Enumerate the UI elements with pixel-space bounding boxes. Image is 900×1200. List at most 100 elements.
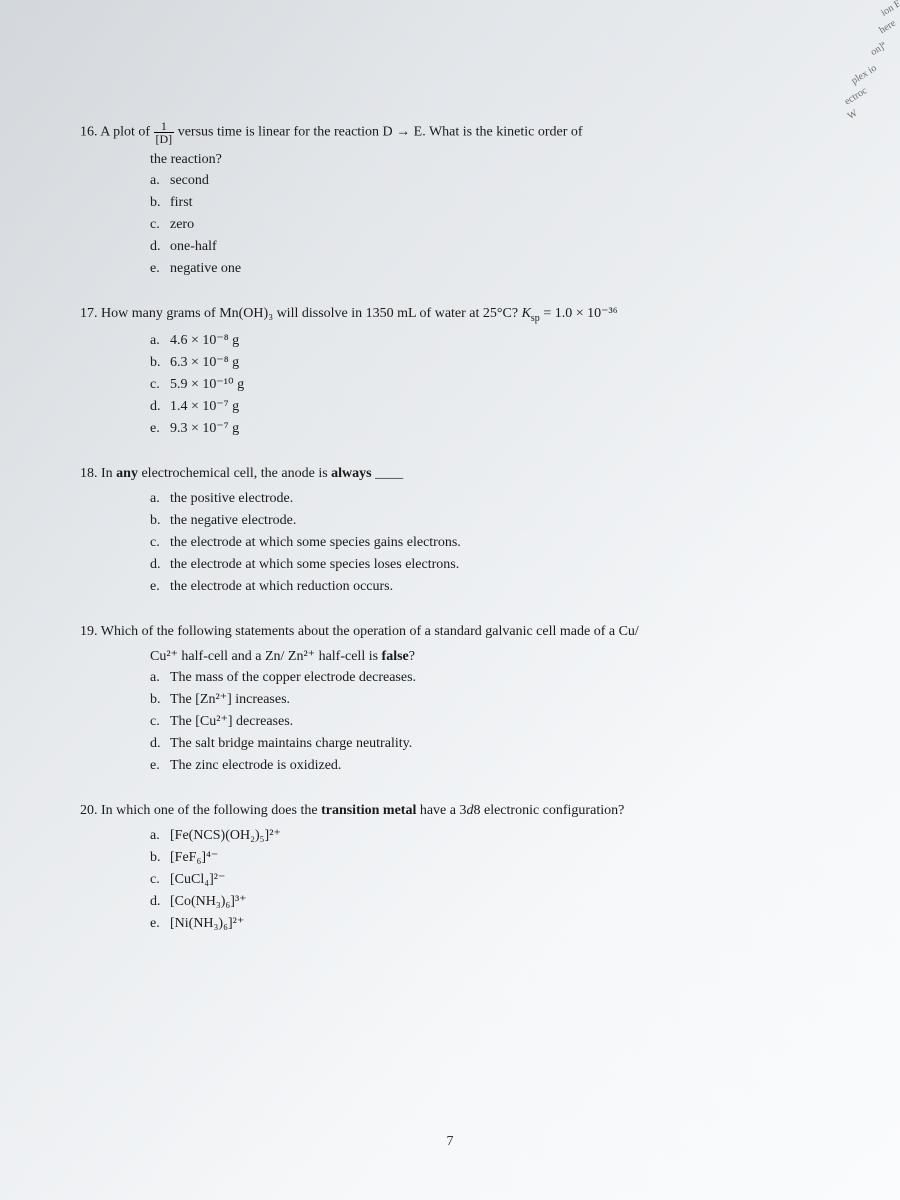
option-text: 6.3 × 10⁻⁸ g — [170, 355, 239, 370]
q-text-line2: Cu²⁺ half-cell and a Zn/ Zn²⁺ half-cell … — [80, 646, 830, 667]
options-list: a.the positive electrode. b.the negative… — [80, 488, 830, 597]
option-d: d.The salt bridge maintains charge neutr… — [150, 733, 830, 754]
option-label: d. — [150, 891, 170, 912]
option-c: c.the electrode at which some species ga… — [150, 532, 830, 553]
option-label: a. — [150, 330, 170, 351]
q-text: 8 electronic configuration? — [473, 803, 624, 818]
option-text: the positive electrode. — [170, 491, 293, 506]
option-label: e. — [150, 258, 170, 279]
q-text: versus time is linear for the reaction D… — [178, 125, 583, 140]
bold-any: any — [116, 466, 138, 481]
question-16: 16. A plot of 1 [D] versus time is linea… — [80, 120, 830, 279]
ksp-value: = 1.0 × 10⁻³⁶ — [540, 306, 618, 321]
option-text: one-half — [170, 239, 217, 254]
options-list: a.4.6 × 10⁻⁸ g b.6.3 × 10⁻⁸ g c.5.9 × 10… — [80, 330, 830, 439]
q-number: 18. — [80, 466, 98, 481]
option-text: The [Zn²⁺] increases. — [170, 692, 290, 707]
question-20: 20. In which one of the following does t… — [80, 800, 830, 934]
q-text: In — [101, 466, 116, 481]
option-e: e.The zinc electrode is oxidized. — [150, 755, 830, 776]
q-text: have a 3 — [416, 803, 466, 818]
option-label: e. — [150, 755, 170, 776]
bold-transition-metal: transition metal — [321, 803, 416, 818]
option-label: c. — [150, 214, 170, 235]
option-text: [Ni(NH₃)₆]²⁺ — [170, 916, 244, 931]
question-20-text: 20. In which one of the following does t… — [80, 800, 830, 821]
option-d: d.the electrode at which some species lo… — [150, 554, 830, 575]
option-e: e.9.3 × 10⁻⁷ g — [150, 418, 830, 439]
option-d: d.1.4 × 10⁻⁷ g — [150, 396, 830, 417]
option-label: c. — [150, 711, 170, 732]
option-b: b.the negative electrode. — [150, 510, 830, 531]
option-d: d.one-half — [150, 236, 830, 257]
fraction: 1 [D] — [154, 120, 175, 145]
option-e: e.the electrode at which reduction occur… — [150, 576, 830, 597]
option-c: c.zero — [150, 214, 830, 235]
option-label: b. — [150, 510, 170, 531]
q-text: electrochemical cell, the anode is — [138, 466, 331, 481]
option-text: 9.3 × 10⁻⁷ g — [170, 421, 239, 436]
option-label: b. — [150, 192, 170, 213]
options-list: a.[Fe(NCS)(OH₂)₅]²⁺ b.[FeF₆]⁴⁻ c.[CuCl₄]… — [80, 825, 830, 934]
option-b: b.The [Zn²⁺] increases. — [150, 689, 830, 710]
option-a: a.4.6 × 10⁻⁸ g — [150, 330, 830, 351]
option-label: c. — [150, 532, 170, 553]
ksp-symbol: K — [522, 306, 531, 321]
option-text: the negative electrode. — [170, 513, 296, 528]
option-label: b. — [150, 847, 170, 868]
q-text: ? — [409, 649, 415, 664]
option-a: a.The mass of the copper electrode decre… — [150, 667, 830, 688]
option-text: The [Cu²⁺] decreases. — [170, 714, 293, 729]
option-a: a.[Fe(NCS)(OH₂)₅]²⁺ — [150, 825, 830, 846]
option-a: a.the positive electrode. — [150, 488, 830, 509]
option-label: b. — [150, 689, 170, 710]
option-c: c.5.9 × 10⁻¹⁰ g — [150, 374, 830, 395]
question-18: 18. In any electrochemical cell, the ano… — [80, 463, 830, 597]
option-e: e.[Ni(NH₃)₆]²⁺ — [150, 913, 830, 934]
q-number: 20. — [80, 803, 98, 818]
option-label: a. — [150, 488, 170, 509]
option-text: negative one — [170, 261, 241, 276]
option-label: c. — [150, 869, 170, 890]
option-label: e. — [150, 576, 170, 597]
question-16-text: 16. A plot of 1 [D] versus time is linea… — [80, 120, 830, 145]
question-19-text: 19. Which of the following statements ab… — [80, 621, 830, 642]
question-19: 19. Which of the following statements ab… — [80, 621, 830, 776]
option-a: a.second — [150, 170, 830, 191]
q-text: ____ — [372, 466, 404, 481]
q-number: 16. — [80, 125, 98, 140]
option-label: d. — [150, 733, 170, 754]
option-text: second — [170, 173, 209, 188]
q-text: A plot of — [100, 125, 153, 140]
q-text: Cu²⁺ half-cell and a Zn/ Zn²⁺ half-cell … — [150, 649, 382, 664]
option-label: a. — [150, 825, 170, 846]
option-b: b.[FeF₆]⁴⁻ — [150, 847, 830, 868]
option-label: d. — [150, 236, 170, 257]
question-17: 17. How many grams of Mn(OH)₃ will disso… — [80, 303, 830, 439]
question-18-text: 18. In any electrochemical cell, the ano… — [80, 463, 830, 484]
option-c: c.The [Cu²⁺] decreases. — [150, 711, 830, 732]
option-text: 4.6 × 10⁻⁸ g — [170, 333, 239, 348]
option-c: c.[CuCl₄]²⁻ — [150, 869, 830, 890]
option-text: 1.4 × 10⁻⁷ g — [170, 399, 239, 414]
q-number: 17. — [80, 306, 98, 321]
q-number: 19. — [80, 624, 98, 639]
option-e: e.negative one — [150, 258, 830, 279]
option-b: b.first — [150, 192, 830, 213]
q-text: How many grams of Mn(OH)₃ will dissolve … — [101, 306, 522, 321]
option-text: the electrode at which reduction occurs. — [170, 579, 393, 594]
option-label: d. — [150, 554, 170, 575]
option-text: [Fe(NCS)(OH₂)₅]²⁺ — [170, 828, 281, 843]
option-label: a. — [150, 667, 170, 688]
option-text: the electrode at which some species lose… — [170, 557, 459, 572]
option-text: [CuCl₄]²⁻ — [170, 872, 225, 887]
option-text: [Co(NH₃)₆]³⁺ — [170, 894, 247, 909]
options-list: a.second b.first c.zero d.one-half e.neg… — [80, 170, 830, 279]
option-label: e. — [150, 418, 170, 439]
page-number: 7 — [447, 1134, 454, 1150]
option-text: first — [170, 195, 193, 210]
option-label: e. — [150, 913, 170, 934]
bold-false: false — [382, 649, 409, 664]
option-text: 5.9 × 10⁻¹⁰ g — [170, 377, 244, 392]
option-text: zero — [170, 217, 194, 232]
